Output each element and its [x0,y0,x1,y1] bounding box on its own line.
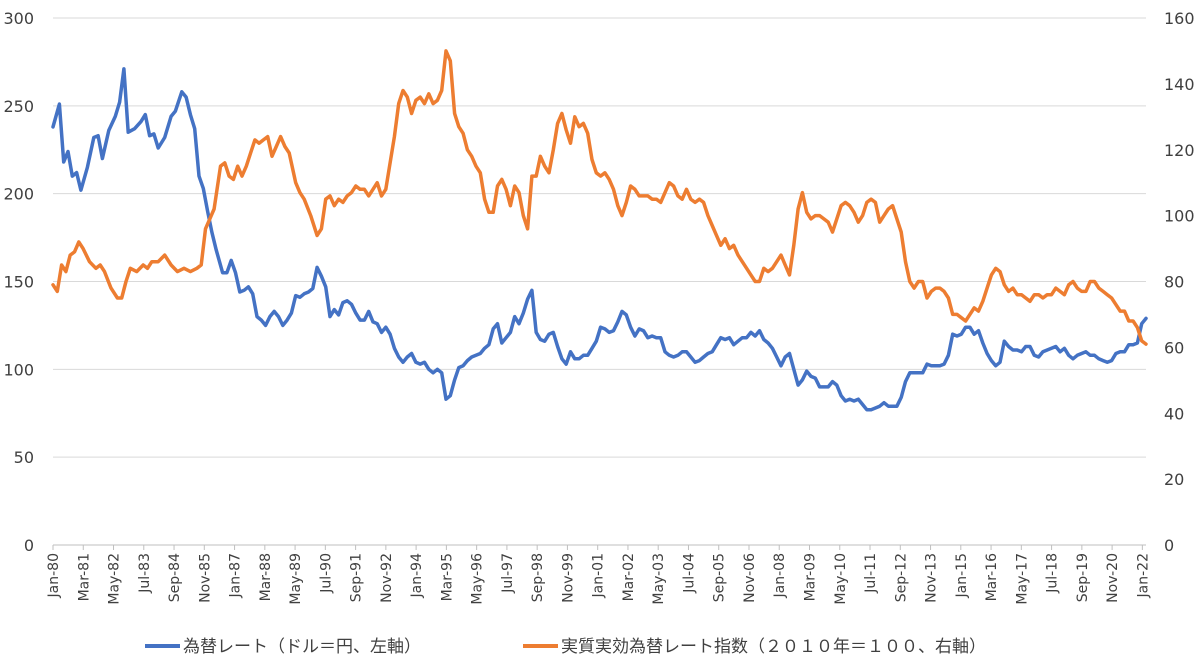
x-tick-label: Nov-99 [560,553,576,603]
left-tick-label: 300 [3,9,34,28]
x-tick-label: Nov-85 [197,553,213,603]
legend: 為替レート（ドル＝円、左軸） 実質実効為替レート指数（２０１０年＝１００、右軸） [145,637,986,657]
left-tick-label: 200 [3,185,34,204]
x-tick-label: Sep-12 [893,553,909,602]
x-tick-label: Jan-80 [46,553,62,598]
x-tick-label: Jan-08 [772,553,788,598]
x-tick-label: Jan-94 [409,553,425,599]
x-tick-label: Nov-13 [924,553,940,603]
x-tick-label: Mar-09 [803,553,819,601]
left-tick-label: 250 [3,97,34,116]
x-tick-label: Mar-81 [76,553,92,601]
x-tick-label: May-03 [651,553,667,605]
x-tick-label: May-82 [107,553,123,605]
x-tick-label: Nov-06 [742,553,758,603]
x-tick-label: Jul-97 [500,553,516,594]
x-tick-label: Sep-05 [712,553,728,602]
x-tick-label: May-89 [288,553,304,605]
x-tick-label: Jul-04 [681,553,697,594]
x-tick-label: Mar-88 [258,553,274,601]
x-tick-label: Jan-22 [1135,553,1151,598]
x-tick-label: Nov-92 [379,553,395,603]
x-tick-label: Jan-15 [954,553,970,598]
x-tick-label: Jul-83 [137,553,153,594]
x-tick-label: May-17 [1014,553,1030,605]
plot-area [51,49,1148,412]
right-tick-label: 20 [1164,470,1184,489]
right-tick-label: 0 [1164,536,1174,555]
right-tick-label: 60 [1164,338,1184,357]
x-tick-label: May-10 [833,553,849,605]
series-line-reer-index [51,49,1148,346]
x-tick-label: Mar-16 [984,553,1000,601]
x-tick-label: Sep-19 [1075,553,1091,602]
gridlines [53,17,1146,458]
x-tick-label: Jul-90 [318,553,334,594]
x-tick-label: Sep-98 [530,553,546,602]
legend-label-reer-index: 実質実効為替レート指数（２０１０年＝１００、右軸） [561,637,986,657]
right-tick-label: 160 [1164,9,1195,28]
x-tick-label: Nov-20 [1105,553,1121,603]
left-tick-label: 0 [24,536,34,555]
x-tick-label: Mar-02 [621,553,637,601]
x-tick-label: Jul-18 [1045,553,1061,594]
right-tick-label: 100 [1164,207,1195,226]
x-tick-label: Jan-01 [591,553,607,598]
right-y-axis: 0 20 40 60 80 100 120 140 160 [1164,9,1195,555]
left-tick-label: 50 [14,448,34,467]
right-tick-label: 120 [1164,141,1195,160]
right-tick-label: 80 [1164,273,1184,292]
x-tick-label: Jan-87 [228,553,244,598]
right-tick-label: 140 [1164,75,1195,94]
left-tick-label: 150 [3,273,34,292]
left-y-axis: 0 50 100 150 200 250 300 [3,9,34,555]
x-tick-label: Jul-11 [863,553,879,594]
series-line-exchange-rate [51,67,1148,412]
x-tick-label: Sep-84 [167,553,183,602]
legend-label-exchange-rate: 為替レート（ドル＝円、左軸） [183,637,421,657]
x-tick-label: May-96 [470,553,486,605]
right-tick-label: 40 [1164,404,1184,423]
x-tick-label: Sep-91 [349,553,365,602]
left-tick-label: 100 [3,360,34,379]
x-axis: Jan-80 Mar-81 May-82 Jul-83 Sep-84 Nov-85 Jan-… [46,545,1151,605]
x-tick-label: Mar-95 [439,553,455,601]
